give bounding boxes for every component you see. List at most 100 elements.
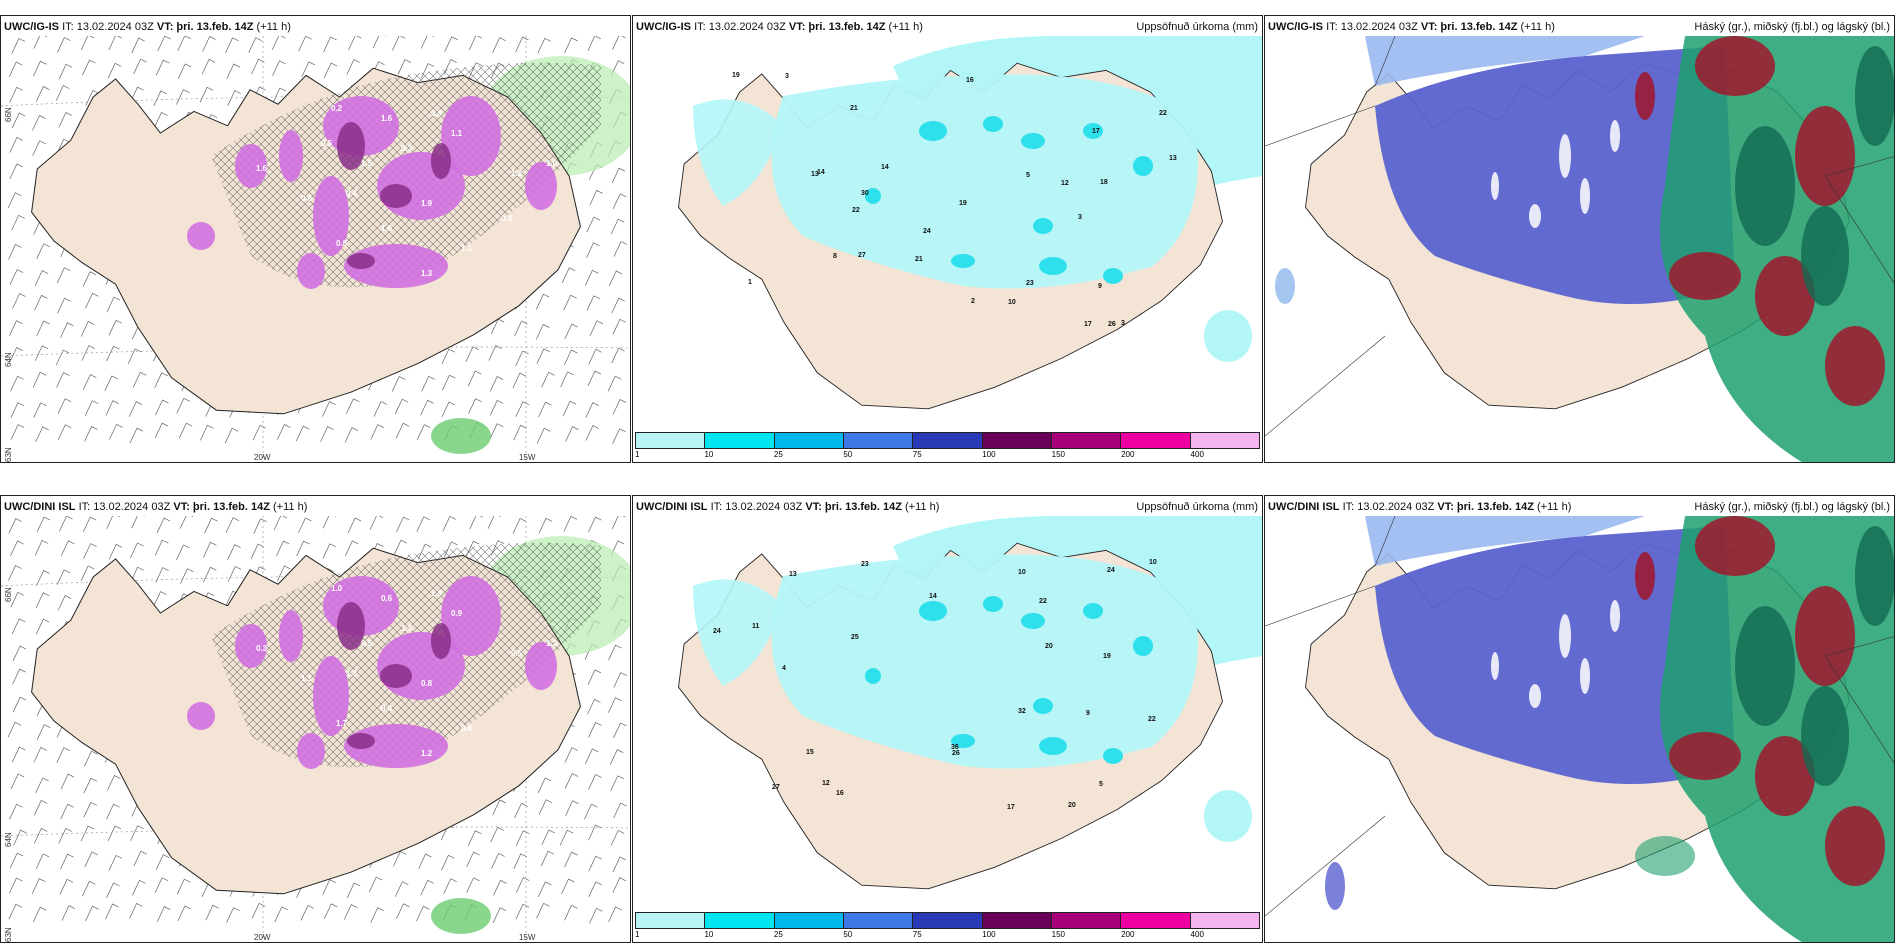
cloud-gap bbox=[1491, 652, 1499, 680]
wind-barb bbox=[272, 87, 287, 104]
precip-blob bbox=[313, 176, 349, 256]
wind-value-label: 1.0 bbox=[331, 584, 343, 593]
wind-barb bbox=[81, 345, 96, 361]
wind-barb bbox=[55, 85, 70, 101]
wind-values: 1.0 0.6 1.9 0.5 1.4 0.9 1.3 0.8 0.0 1.7 1.2 0.6 1.1 0… bbox=[256, 584, 558, 758]
wind-barb bbox=[127, 348, 142, 364]
model-name: UWC/IG-IS bbox=[1268, 21, 1323, 33]
wind-barb bbox=[492, 907, 507, 923]
wind-barb bbox=[252, 424, 267, 441]
cloud-gap bbox=[1610, 120, 1620, 152]
legend-label: 50 bbox=[843, 450, 853, 459]
wind-barb bbox=[274, 906, 288, 923]
precip-core bbox=[1083, 603, 1103, 619]
legend-swatch bbox=[705, 913, 775, 928]
precip-blob bbox=[441, 96, 501, 176]
precip-core bbox=[337, 602, 365, 650]
panel-title: Uppsöfnuð úrkoma (mm) bbox=[1136, 21, 1258, 33]
wind-barb bbox=[392, 851, 407, 867]
precip-value-label: 20 bbox=[1068, 802, 1076, 809]
wind-barb bbox=[178, 422, 193, 439]
precip-value-label: 9 bbox=[1098, 283, 1102, 290]
wind-barb bbox=[563, 294, 577, 311]
wind-value-label: 1.3 bbox=[346, 669, 358, 678]
wind-barb bbox=[251, 58, 265, 75]
wind-barb bbox=[10, 402, 25, 418]
lat-label: 64N bbox=[4, 832, 13, 847]
wind-barb bbox=[108, 319, 123, 336]
precip-blob bbox=[187, 222, 215, 250]
wind-barb bbox=[536, 902, 550, 919]
precip-value-label: 30 bbox=[861, 190, 869, 197]
wind-barb bbox=[587, 669, 602, 686]
wind-values: 0.2 1.6 0.9 1.5 0.3 1.1 0.4 1.9 1.6 0.8 1.3 1.1 0.6 1… bbox=[256, 104, 558, 278]
precip-core bbox=[1021, 133, 1045, 149]
wind-barb bbox=[8, 518, 22, 534]
wind-barb bbox=[12, 696, 27, 713]
cloud-gap bbox=[1529, 204, 1541, 228]
legend-label: 25 bbox=[773, 930, 783, 939]
wind-barb bbox=[564, 323, 578, 340]
wind-barb bbox=[202, 36, 216, 52]
wind-barb bbox=[561, 267, 576, 283]
wind-barb bbox=[585, 269, 599, 286]
wind-barb bbox=[177, 63, 192, 80]
low-cloud bbox=[1635, 72, 1655, 120]
precip-value-label: 10 bbox=[1008, 299, 1016, 306]
legend-swatch bbox=[1190, 913, 1259, 928]
wind-barb bbox=[346, 398, 360, 414]
wind-barb bbox=[538, 517, 553, 534]
wind-barb bbox=[469, 516, 483, 530]
wind-barb bbox=[612, 193, 627, 209]
wind-barb bbox=[11, 112, 26, 129]
wind-barb bbox=[489, 423, 504, 439]
panel-header: UWC/DINI ISL IT: 13.02.2024 03Z VT: þri.… bbox=[4, 500, 626, 514]
precip-value-label: 5 bbox=[1026, 172, 1030, 179]
graticule-line bbox=[1, 575, 630, 587]
wind-value-label: 0.3 bbox=[256, 644, 268, 653]
wind-barb bbox=[468, 36, 483, 51]
precip-value-label: 24 bbox=[713, 628, 721, 635]
wind-barb bbox=[105, 903, 119, 920]
wind-value-label: 0.5 bbox=[361, 639, 373, 648]
wind-barb bbox=[34, 294, 48, 311]
precip-value-label: 3 bbox=[1078, 214, 1082, 221]
precip-core bbox=[337, 122, 365, 170]
wind-barb bbox=[83, 777, 98, 794]
wind-barb bbox=[31, 878, 46, 894]
wind-value-label: 0.9 bbox=[451, 609, 463, 618]
wind-barb bbox=[394, 881, 409, 897]
wind-barb bbox=[613, 802, 627, 819]
wind-barb bbox=[586, 216, 601, 233]
wind-barb bbox=[176, 878, 191, 895]
wind-barb bbox=[108, 543, 123, 560]
legend-swatch bbox=[1051, 913, 1122, 928]
wind-barb bbox=[368, 876, 383, 893]
wind-barb bbox=[131, 37, 145, 54]
wind-barb bbox=[130, 86, 144, 103]
wind-barb bbox=[561, 878, 575, 895]
graticule-line bbox=[1, 346, 630, 357]
wind-barb bbox=[56, 372, 70, 388]
panel-header: UWC/IG-IS IT: 13.02.2024 03Z VT: þri. 13… bbox=[1268, 20, 1890, 34]
wind-value-label: 1.1 bbox=[301, 674, 313, 683]
wind-value-label: 0.6 bbox=[461, 724, 473, 733]
wind-barb bbox=[57, 267, 71, 283]
boundary-line bbox=[1374, 516, 1396, 567]
wind-barb bbox=[9, 163, 24, 180]
wind-barb bbox=[512, 517, 527, 534]
precip-value-label: 3 bbox=[785, 73, 789, 80]
precip-core bbox=[1021, 613, 1045, 629]
precip-value-label: 14 bbox=[929, 593, 937, 600]
wind-barb bbox=[130, 825, 144, 841]
wind-value-label: 0.6 bbox=[381, 594, 393, 603]
low-cloud bbox=[1825, 326, 1885, 406]
wind-barb bbox=[9, 803, 23, 820]
wind-barb bbox=[9, 852, 24, 869]
boundary-line bbox=[1824, 156, 1894, 284]
precip-value-label: 17 bbox=[1007, 804, 1015, 811]
legend-label: 1 bbox=[635, 450, 640, 459]
wind-barb bbox=[82, 59, 96, 76]
wind-barb bbox=[584, 803, 598, 820]
wind-barb bbox=[7, 192, 22, 208]
